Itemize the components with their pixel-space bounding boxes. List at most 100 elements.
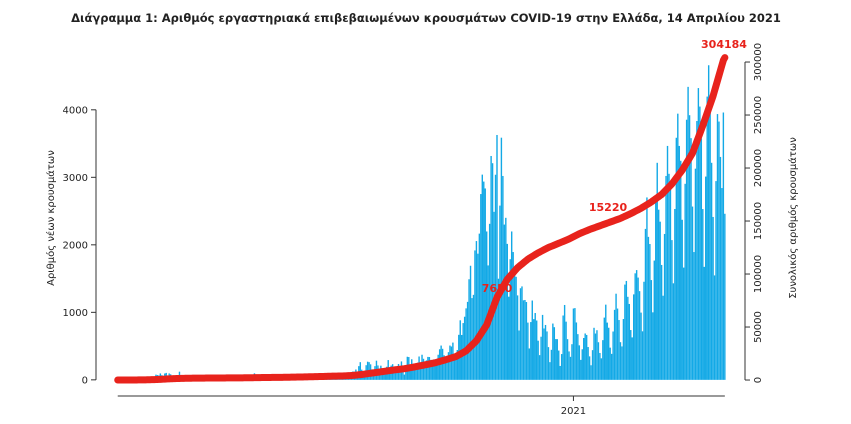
bar (422, 358, 425, 380)
bar (530, 322, 532, 380)
y-tick-label: 1000 (63, 308, 88, 319)
bar (513, 270, 516, 380)
bar (615, 293, 617, 380)
bar (690, 138, 692, 380)
bar (584, 333, 586, 380)
bar (474, 250, 476, 380)
bar (475, 241, 478, 380)
bar (721, 188, 723, 380)
bar (646, 197, 648, 380)
bar (534, 313, 536, 380)
bar (544, 324, 547, 380)
bar (671, 240, 673, 380)
y-tick-label: 4000 (63, 105, 88, 116)
bar (434, 365, 436, 380)
bar (700, 138, 703, 380)
bar (696, 121, 698, 380)
bar (413, 370, 416, 380)
bar (628, 303, 631, 380)
y-tick-label: 0 (82, 375, 88, 386)
bar (583, 337, 585, 380)
y-tick-label: 3000 (63, 173, 88, 184)
bar (606, 322, 608, 380)
bar (490, 155, 492, 380)
bar (465, 308, 467, 380)
bar (449, 345, 451, 380)
annotation: 7650 (482, 282, 513, 295)
bar (594, 333, 597, 380)
bar (706, 96, 708, 380)
bar (393, 368, 395, 380)
bar (547, 347, 550, 380)
bar (524, 299, 526, 380)
bar (543, 328, 545, 380)
bar (415, 366, 417, 380)
bar (447, 352, 450, 380)
bar (510, 231, 513, 380)
bar (672, 283, 675, 380)
bar (722, 112, 725, 380)
bar (436, 360, 438, 380)
bar (546, 331, 548, 380)
bar (559, 365, 561, 380)
bar (608, 327, 610, 380)
bar (622, 319, 625, 380)
bar (531, 300, 533, 380)
bar (588, 356, 591, 380)
y2-tick-label: 300000 (753, 43, 764, 81)
bar (503, 224, 506, 380)
bar (652, 312, 654, 380)
bar (585, 334, 588, 380)
bar (650, 280, 653, 380)
bar (638, 291, 641, 380)
bar (681, 219, 683, 380)
bar (472, 294, 475, 380)
bar (383, 372, 385, 380)
bar (508, 296, 510, 380)
bar (528, 348, 531, 380)
bar (466, 301, 469, 380)
bar (647, 236, 650, 380)
bar (446, 357, 448, 380)
bar (506, 243, 508, 380)
bar (388, 369, 391, 380)
bar (505, 217, 507, 380)
bar (443, 355, 445, 380)
bar (627, 296, 629, 380)
bar (572, 308, 575, 380)
bar (491, 163, 494, 380)
bar (478, 233, 481, 380)
bar (558, 350, 560, 380)
bar (500, 137, 503, 380)
bar (612, 331, 614, 380)
bar (596, 330, 598, 380)
bar (556, 339, 558, 380)
bar (552, 323, 554, 380)
bar (610, 353, 613, 380)
bar (540, 336, 542, 380)
bar (680, 160, 682, 380)
bar (485, 231, 488, 380)
y2-tick-label: 200000 (753, 149, 764, 187)
bar (599, 352, 601, 380)
bar (712, 216, 714, 380)
bar (441, 348, 444, 380)
bar (416, 362, 419, 380)
bar (653, 260, 655, 380)
bar (509, 259, 511, 380)
bar (621, 346, 623, 380)
bar (560, 354, 563, 380)
bar (578, 345, 581, 380)
bar (481, 174, 484, 380)
bar (555, 339, 557, 380)
bar (450, 346, 453, 380)
bar (682, 267, 685, 380)
bar (668, 173, 670, 380)
bar (427, 356, 429, 380)
bar (502, 175, 504, 380)
y2-tick-label: 250000 (753, 96, 764, 134)
bar (518, 330, 520, 380)
bar (541, 314, 544, 380)
bar (405, 368, 407, 380)
